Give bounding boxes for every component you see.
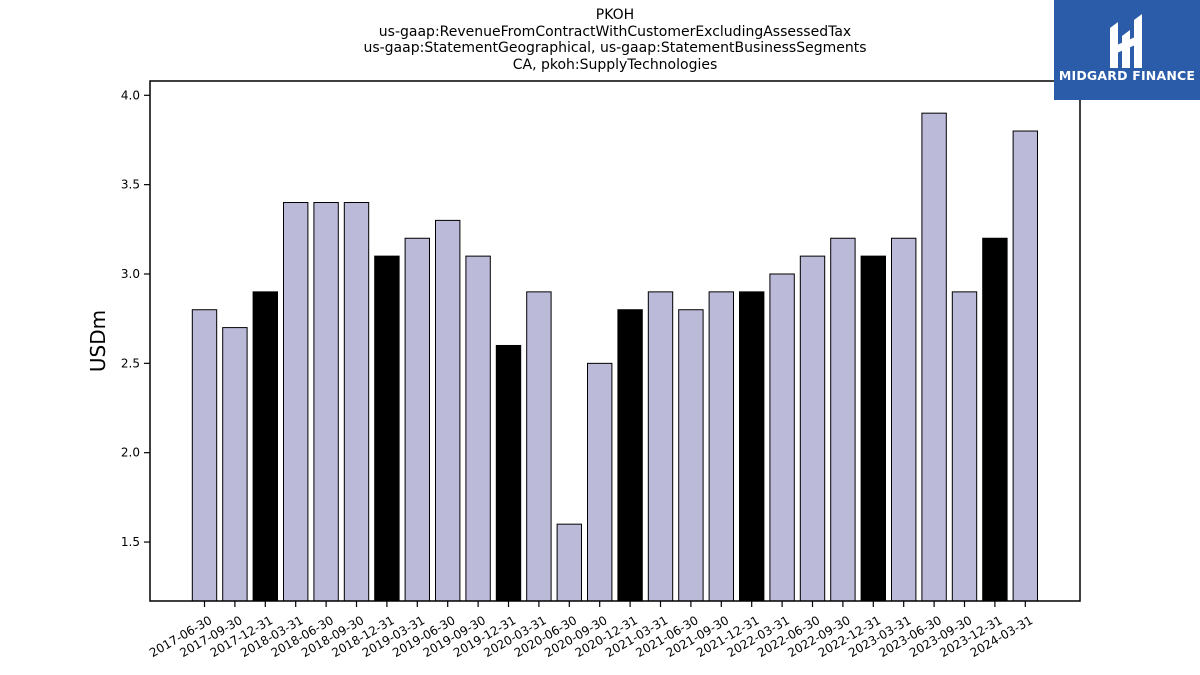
bar-2021-03-31 [647, 291, 674, 602]
y-tick-label: 2.5 [121, 356, 140, 370]
title-line-axes: us-gaap:StatementGeographical, us-gaap:S… [363, 40, 867, 56]
y-axis-label: USDm [86, 310, 110, 372]
y-tick-label: 4.0 [121, 88, 140, 102]
bar-2019-12-31 [495, 344, 522, 602]
bar-2019-03-31 [404, 237, 431, 602]
bar-2021-09-30 [708, 291, 734, 602]
bar-2024-03-31 [1012, 130, 1038, 602]
bar-2021-06-30 [678, 309, 704, 602]
bar-2021-12-31 [739, 291, 765, 602]
bar-2022-06-30 [799, 255, 826, 602]
title-line-members: CA, pkoh:SupplyTechnologies [512, 56, 718, 73]
title-line-ticker: PKOH [595, 7, 635, 23]
bar-2018-03-31 [283, 202, 309, 602]
title-line-concept: us-gaap:RevenueFromContractWithCustomerE… [378, 23, 852, 40]
bar-2019-06-30 [435, 219, 461, 602]
bar-2022-09-30 [830, 237, 856, 602]
bar-2018-06-30 [313, 202, 339, 602]
bar-2020-03-31 [526, 291, 552, 602]
bar-2023-06-30 [921, 112, 947, 602]
bars-group [191, 112, 1038, 602]
bar-2020-09-30 [587, 362, 613, 602]
midgard-finance-logo: MIDGARD FINANCE [1054, 0, 1200, 100]
bar-2020-12-31 [617, 309, 643, 602]
bar-2019-09-30 [465, 255, 491, 602]
midgard-logo-icon [1110, 14, 1142, 68]
plot-frame [149, 80, 1081, 602]
bar-2022-12-31 [860, 255, 886, 602]
bar-2020-06-30 [556, 523, 582, 602]
x-axis: 2017-06-302017-09-302017-12-312018-03-31… [147, 601, 1035, 660]
bar-2017-12-31 [252, 291, 279, 602]
logo-text: MIDGARD FINANCE [1058, 68, 1196, 83]
bar-2023-12-31 [982, 237, 1008, 602]
bar-2017-06-30 [191, 309, 218, 602]
bar-2022-03-31 [769, 273, 795, 602]
bar-2023-03-31 [891, 237, 917, 602]
y-tick-label: 3.0 [121, 267, 140, 281]
y-tick-label: 2.0 [121, 446, 140, 460]
y-tick-label: 3.5 [121, 178, 140, 192]
y-axis: 1.5 2.0 2.5 3.0 3.5 4.0 [121, 88, 150, 549]
bar-2017-09-30 [222, 327, 248, 602]
bar-2023-09-30 [951, 291, 978, 602]
bar-2018-09-30 [343, 202, 370, 602]
bar-2018-12-31 [374, 255, 400, 602]
chart-title: PKOH us-gaap:RevenueFromContractWithCust… [0, 7, 1200, 73]
y-tick-label: 1.5 [121, 535, 140, 549]
